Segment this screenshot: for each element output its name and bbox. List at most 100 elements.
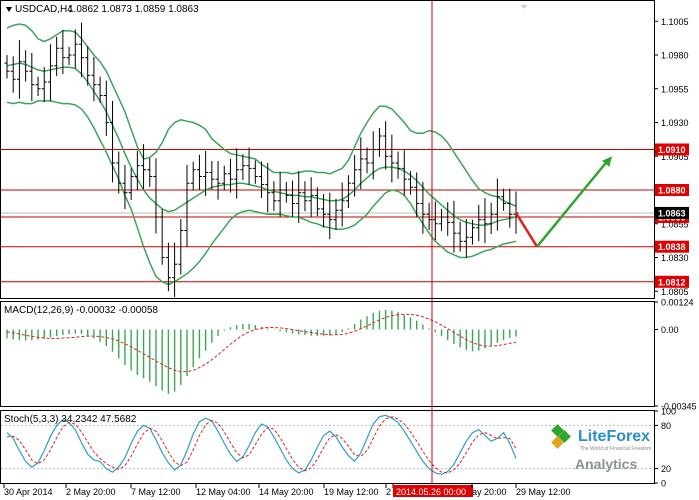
candle	[128, 168, 134, 200]
macd-signal-line	[6, 313, 517, 373]
candle	[190, 161, 196, 191]
x-tick-label: 12 May 04:00	[196, 487, 251, 497]
bollinger-lower-band	[6, 100, 517, 286]
price-y-tick-label: 1.1005	[661, 17, 689, 27]
candle	[296, 171, 302, 223]
candle	[252, 160, 258, 184]
candle	[463, 219, 469, 258]
cursor-time-label-box	[393, 485, 473, 497]
candle	[432, 201, 438, 241]
candle	[376, 127, 382, 157]
candle	[246, 147, 252, 185]
macd-y-tick-label: 0.00	[661, 325, 679, 335]
stoch-y-tick-label: 100	[661, 407, 676, 417]
candle	[41, 67, 47, 103]
candle	[178, 219, 184, 275]
candle	[476, 204, 482, 242]
forecast-up-segment	[536, 159, 609, 248]
candle	[314, 187, 320, 217]
current-price-label: 1.0863	[658, 208, 686, 218]
candle	[333, 198, 339, 231]
price-y-tick-label: 1.0855	[661, 219, 689, 229]
cursor-time-label: 2014.05.26 00:00	[396, 487, 466, 497]
x-tick-label: 19 May 12:00	[324, 487, 379, 497]
x-tick-label: 14 May 20:00	[259, 487, 314, 497]
candle	[141, 144, 147, 190]
current-price-label-box	[655, 206, 689, 219]
x-tick-label: 7 May 12:00	[131, 487, 181, 497]
price-y-tick-label: 1.0805	[661, 287, 689, 297]
scroll-marker-icon	[521, 5, 527, 9]
stoch-y-tick-label: 0	[661, 479, 666, 489]
stoch-plot	[1, 414, 654, 476]
level-label-3: 1.0838	[658, 242, 686, 252]
x-tick-label: 2	[386, 487, 391, 497]
candle	[277, 171, 283, 218]
stoch-y-tick-label: 20	[661, 464, 671, 474]
candle	[457, 221, 463, 252]
price-y-tick-label: 1.0830	[661, 253, 689, 263]
level-label-box	[655, 184, 689, 196]
candle	[339, 182, 345, 227]
liteforex-watermark: LiteForex The World of Financial Freedom…	[551, 424, 651, 472]
candle	[78, 22, 84, 78]
candle	[122, 165, 128, 210]
candle	[321, 194, 327, 228]
candle	[364, 147, 370, 174]
candle	[352, 154, 358, 197]
price-y-tick-label: 1.0905	[661, 152, 689, 162]
candle	[345, 175, 351, 209]
stoch-signal-line	[6, 416, 517, 474]
level-label-0: 1.0910	[658, 145, 686, 155]
candle	[66, 46, 72, 65]
candle	[196, 154, 202, 190]
forecast-down-segment	[514, 212, 539, 248]
symbol-label: USDCAD,H4	[15, 4, 73, 15]
candle	[283, 181, 289, 203]
ohlc-label: 1.0862 1.0873 1.0859 1.0863	[68, 4, 199, 15]
level-label-box	[655, 240, 689, 253]
candle	[110, 100, 116, 183]
candle	[240, 154, 246, 181]
candle	[451, 200, 457, 253]
watermark-product: Analytics	[575, 456, 637, 472]
level-label-box	[655, 275, 689, 288]
candle	[4, 55, 10, 79]
candle	[47, 44, 53, 102]
candle	[72, 29, 78, 69]
x-tick-label: 30 Apr 2014	[4, 487, 53, 497]
macd-title: MACD(12,26,9) -0.00032 -0.00058	[4, 305, 158, 316]
candle	[221, 165, 227, 191]
candle	[494, 178, 500, 231]
candle	[302, 181, 308, 212]
candle	[290, 180, 296, 217]
candle	[103, 80, 109, 136]
candle	[482, 198, 488, 244]
candle	[414, 172, 420, 217]
macd-plot	[6, 309, 517, 394]
candle	[507, 188, 513, 228]
triangle-down-icon	[6, 7, 12, 12]
candle	[172, 242, 178, 298]
axes: 1.10051.09801.09551.09301.09051.08551.08…	[3, 17, 697, 497]
candle	[395, 151, 401, 179]
candle	[91, 57, 97, 102]
candle	[215, 160, 221, 200]
candle	[389, 134, 395, 183]
price-y-tick-label: 1.0955	[661, 84, 689, 94]
candle	[10, 56, 16, 93]
macd-y-tick-label: 0.00124	[661, 298, 694, 308]
candle	[165, 242, 171, 292]
watermark-brand: LiteForex	[578, 428, 650, 445]
candle	[29, 52, 35, 102]
candle	[327, 192, 333, 240]
candle	[370, 131, 376, 180]
candle	[439, 208, 445, 232]
candle	[60, 30, 66, 75]
candle	[134, 150, 140, 190]
price-plot	[1, 22, 654, 298]
candle	[407, 171, 413, 195]
candle	[383, 121, 389, 170]
candle	[259, 161, 264, 198]
